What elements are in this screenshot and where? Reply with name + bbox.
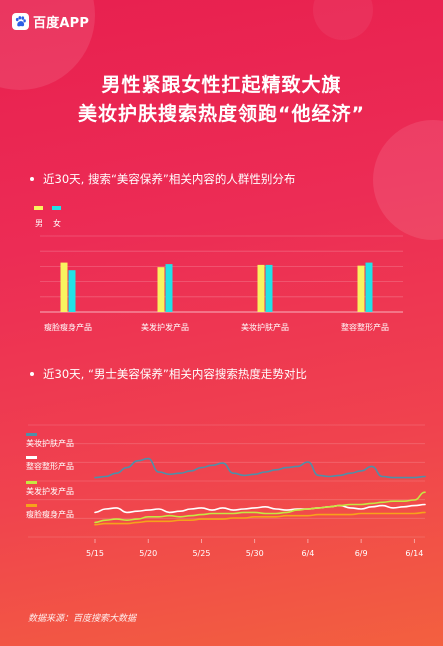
paw-icon xyxy=(12,13,29,30)
line-legend-label: 美发护发产品 xyxy=(26,486,74,496)
line-legend-swatch xyxy=(26,481,37,484)
section2-heading-text: 近30天, “男士美容保养”相关内容搜索热度走势对比 xyxy=(43,367,307,381)
bar-female-2 xyxy=(265,264,273,312)
bar-legend-swatch xyxy=(52,206,61,210)
bullet-icon xyxy=(30,177,34,181)
bar-female-0 xyxy=(68,270,76,312)
line-legend-swatch xyxy=(26,504,37,507)
bullet-icon xyxy=(30,372,34,376)
line-legend-swatch xyxy=(26,456,37,459)
section2-heading: 近30天, “男士美容保养”相关内容搜索热度走势对比 xyxy=(30,366,307,382)
bar-female-1 xyxy=(165,264,173,312)
line-legend-label: 整容整形产品 xyxy=(26,461,74,471)
bar-legend-label: 女 xyxy=(53,218,61,228)
bar-legend-swatch xyxy=(34,206,43,210)
line-series-2 xyxy=(94,491,426,524)
bar-category-label: 美发护发产品 xyxy=(141,322,189,332)
bar-female-3 xyxy=(365,262,373,312)
x-tick-label: 5/20 xyxy=(139,549,157,558)
brand-name: 百度APP xyxy=(33,16,90,31)
x-tick-label: 5/30 xyxy=(246,549,264,558)
bar-category-label: 美妆护肤产品 xyxy=(241,322,289,332)
line-legend-swatch xyxy=(26,433,37,436)
bar-male-0 xyxy=(60,262,68,312)
line-series-3 xyxy=(94,511,426,526)
x-tick-label: 6/14 xyxy=(405,549,423,558)
line-series-0 xyxy=(94,457,426,479)
bar-legend-label: 男 xyxy=(35,219,43,228)
x-tick-label: 6/4 xyxy=(301,549,314,558)
bar-male-3 xyxy=(357,265,365,312)
bar-male-1 xyxy=(157,267,165,312)
x-tick-label: 5/25 xyxy=(192,549,210,558)
page-title-line1: 男性紧跟女性扛起精致大旗 xyxy=(101,74,342,96)
line-legend-label: 瘦脸瘦身产品 xyxy=(26,509,74,519)
section1-heading: 近30天, 搜索“美容保养”相关内容的人群性别分布 xyxy=(30,171,295,187)
data-source: 数据来源：百度搜索大数据 xyxy=(28,614,137,624)
line-legend-label: 美妆护肤产品 xyxy=(26,438,74,448)
x-tick-label: 5/15 xyxy=(86,549,104,558)
line-series-1 xyxy=(94,503,426,514)
x-tick-label: 6/9 xyxy=(355,549,368,558)
brand: 百度APP xyxy=(12,12,89,31)
section1-heading-text: 近30天, 搜索“美容保养”相关内容的人群性别分布 xyxy=(43,172,296,186)
bar-category-label: 整容整形产品 xyxy=(341,322,389,332)
page-title-line2: 美妆护肤搜索热度领跑“他经济” xyxy=(78,103,365,125)
bar-category-label: 瘦脸瘦身产品 xyxy=(44,322,92,332)
bar-male-2 xyxy=(257,264,265,312)
